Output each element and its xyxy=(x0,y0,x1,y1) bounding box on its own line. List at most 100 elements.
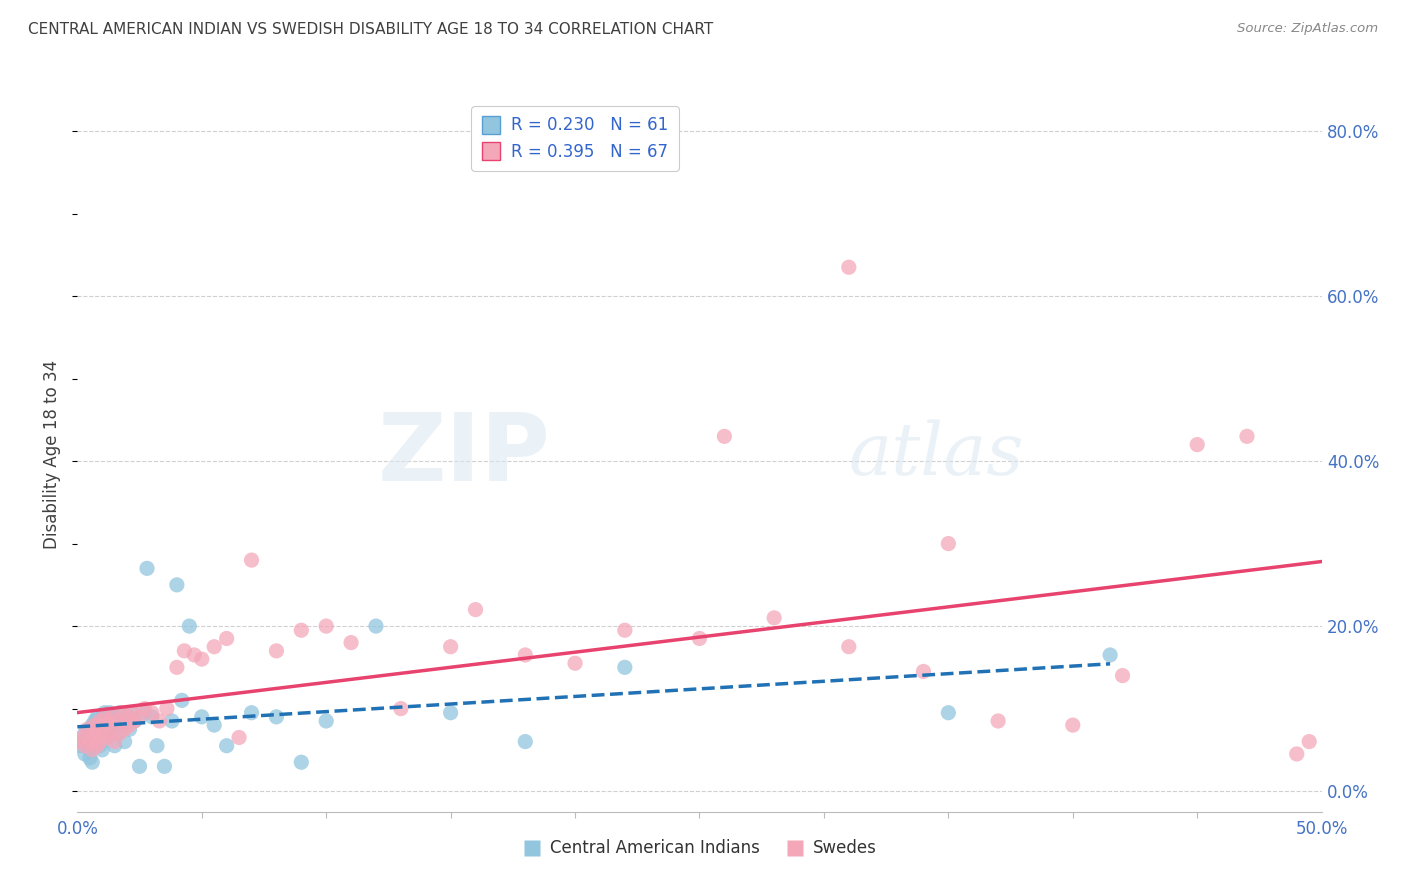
Point xyxy=(101,710,124,724)
Point xyxy=(83,734,105,748)
Point xyxy=(101,723,124,737)
Point xyxy=(613,624,636,638)
Point xyxy=(115,710,138,724)
Point xyxy=(1187,437,1209,451)
Point xyxy=(713,429,735,443)
Point xyxy=(96,731,118,745)
Point xyxy=(82,731,104,745)
Point xyxy=(98,726,121,740)
Point xyxy=(315,619,337,633)
Point xyxy=(315,714,337,728)
Text: ZIP: ZIP xyxy=(377,409,550,501)
Point xyxy=(91,726,114,740)
Point xyxy=(91,718,114,732)
Point xyxy=(128,759,150,773)
Point xyxy=(128,710,150,724)
Point xyxy=(73,726,96,740)
Point xyxy=(166,660,188,674)
Point xyxy=(96,714,118,728)
Point xyxy=(1298,734,1320,748)
Point xyxy=(266,710,288,724)
Point xyxy=(83,731,105,745)
Point xyxy=(104,734,127,748)
Point xyxy=(215,739,238,753)
Point xyxy=(160,714,183,728)
Point xyxy=(1285,747,1308,761)
Point xyxy=(179,619,201,633)
Point xyxy=(104,739,127,753)
Point xyxy=(763,611,786,625)
Point xyxy=(76,731,98,745)
Point xyxy=(96,714,118,728)
Point xyxy=(515,734,537,748)
Point xyxy=(118,718,141,732)
Point xyxy=(613,660,636,674)
Point xyxy=(111,706,134,720)
Point xyxy=(108,726,131,740)
Point xyxy=(89,714,111,728)
Point xyxy=(146,739,169,753)
Point xyxy=(364,619,387,633)
Point xyxy=(124,714,146,728)
Point xyxy=(938,706,960,720)
Point xyxy=(166,578,188,592)
Point xyxy=(564,657,586,671)
Point xyxy=(1111,668,1133,682)
Point xyxy=(105,714,128,728)
Point xyxy=(91,743,114,757)
Point xyxy=(389,701,412,715)
Point xyxy=(93,706,115,720)
Y-axis label: Disability Age 18 to 34: Disability Age 18 to 34 xyxy=(44,360,62,549)
Point xyxy=(86,723,108,737)
Point xyxy=(170,693,193,707)
Point xyxy=(440,706,463,720)
Point xyxy=(69,734,91,748)
Text: Source: ZipAtlas.com: Source: ZipAtlas.com xyxy=(1237,22,1378,36)
Point xyxy=(240,553,263,567)
Point xyxy=(938,536,960,550)
Point xyxy=(183,648,205,662)
Point xyxy=(266,644,288,658)
Point xyxy=(114,723,136,737)
Point xyxy=(134,706,156,720)
Point xyxy=(240,706,263,720)
Point xyxy=(83,718,105,732)
Point xyxy=(228,731,250,745)
Point xyxy=(108,706,131,720)
Point xyxy=(1236,429,1258,443)
Point xyxy=(91,726,114,740)
Point xyxy=(141,706,163,720)
Point xyxy=(86,739,108,753)
Point xyxy=(115,710,138,724)
Point xyxy=(202,718,225,732)
Point xyxy=(124,714,146,728)
Point xyxy=(86,723,108,737)
Point xyxy=(82,718,104,732)
Point xyxy=(148,714,170,728)
Point xyxy=(1062,718,1084,732)
Point xyxy=(91,710,114,724)
Point xyxy=(73,747,96,761)
Point xyxy=(290,624,312,638)
Point xyxy=(79,751,101,765)
Point xyxy=(82,756,104,770)
Point xyxy=(93,718,115,732)
Point xyxy=(1099,648,1122,662)
Point xyxy=(136,561,159,575)
Point xyxy=(440,640,463,654)
Point xyxy=(118,723,141,737)
Point xyxy=(111,718,134,732)
Point xyxy=(114,734,136,748)
Point xyxy=(86,710,108,724)
Point xyxy=(191,652,214,666)
Point xyxy=(340,635,363,649)
Text: atlas: atlas xyxy=(849,419,1025,491)
Point xyxy=(89,734,111,748)
Point xyxy=(121,706,143,720)
Point xyxy=(104,710,127,724)
Point xyxy=(464,602,486,616)
Point xyxy=(215,632,238,646)
Point xyxy=(515,648,537,662)
Point xyxy=(79,723,101,737)
Point xyxy=(134,701,156,715)
